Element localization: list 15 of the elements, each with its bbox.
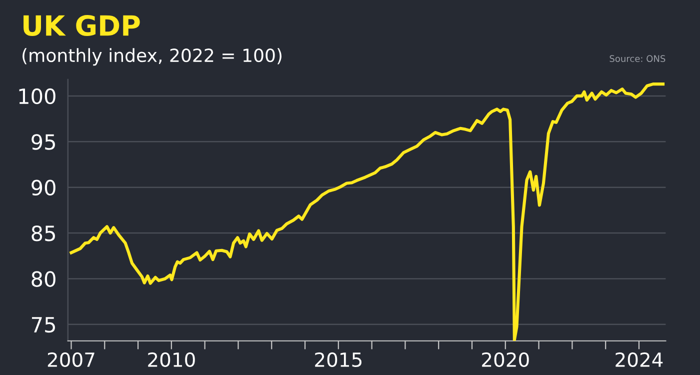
- line-series: [70, 82, 665, 341]
- x-tick-label: 2010: [148, 352, 195, 368]
- x-tick-label: 2024: [616, 352, 663, 368]
- y-tick-label: 80: [32, 271, 56, 287]
- source-note: Source: ONS: [610, 55, 666, 62]
- y-tick-label: 75: [32, 317, 55, 333]
- y-tick-label: 100: [19, 88, 56, 104]
- chart-subtitle: (monthly index, 2022 = 100): [22, 48, 282, 66]
- y-tick-label: 85: [32, 225, 55, 242]
- chart-title: UK GDP: [24, 15, 140, 36]
- y-tick-label: 90: [32, 180, 56, 196]
- x-tick-label: 2015: [315, 352, 362, 368]
- y-tick-label: 95: [32, 134, 55, 150]
- x-tick-label: 2007: [48, 352, 94, 368]
- x-tick-label: 2020: [482, 352, 529, 368]
